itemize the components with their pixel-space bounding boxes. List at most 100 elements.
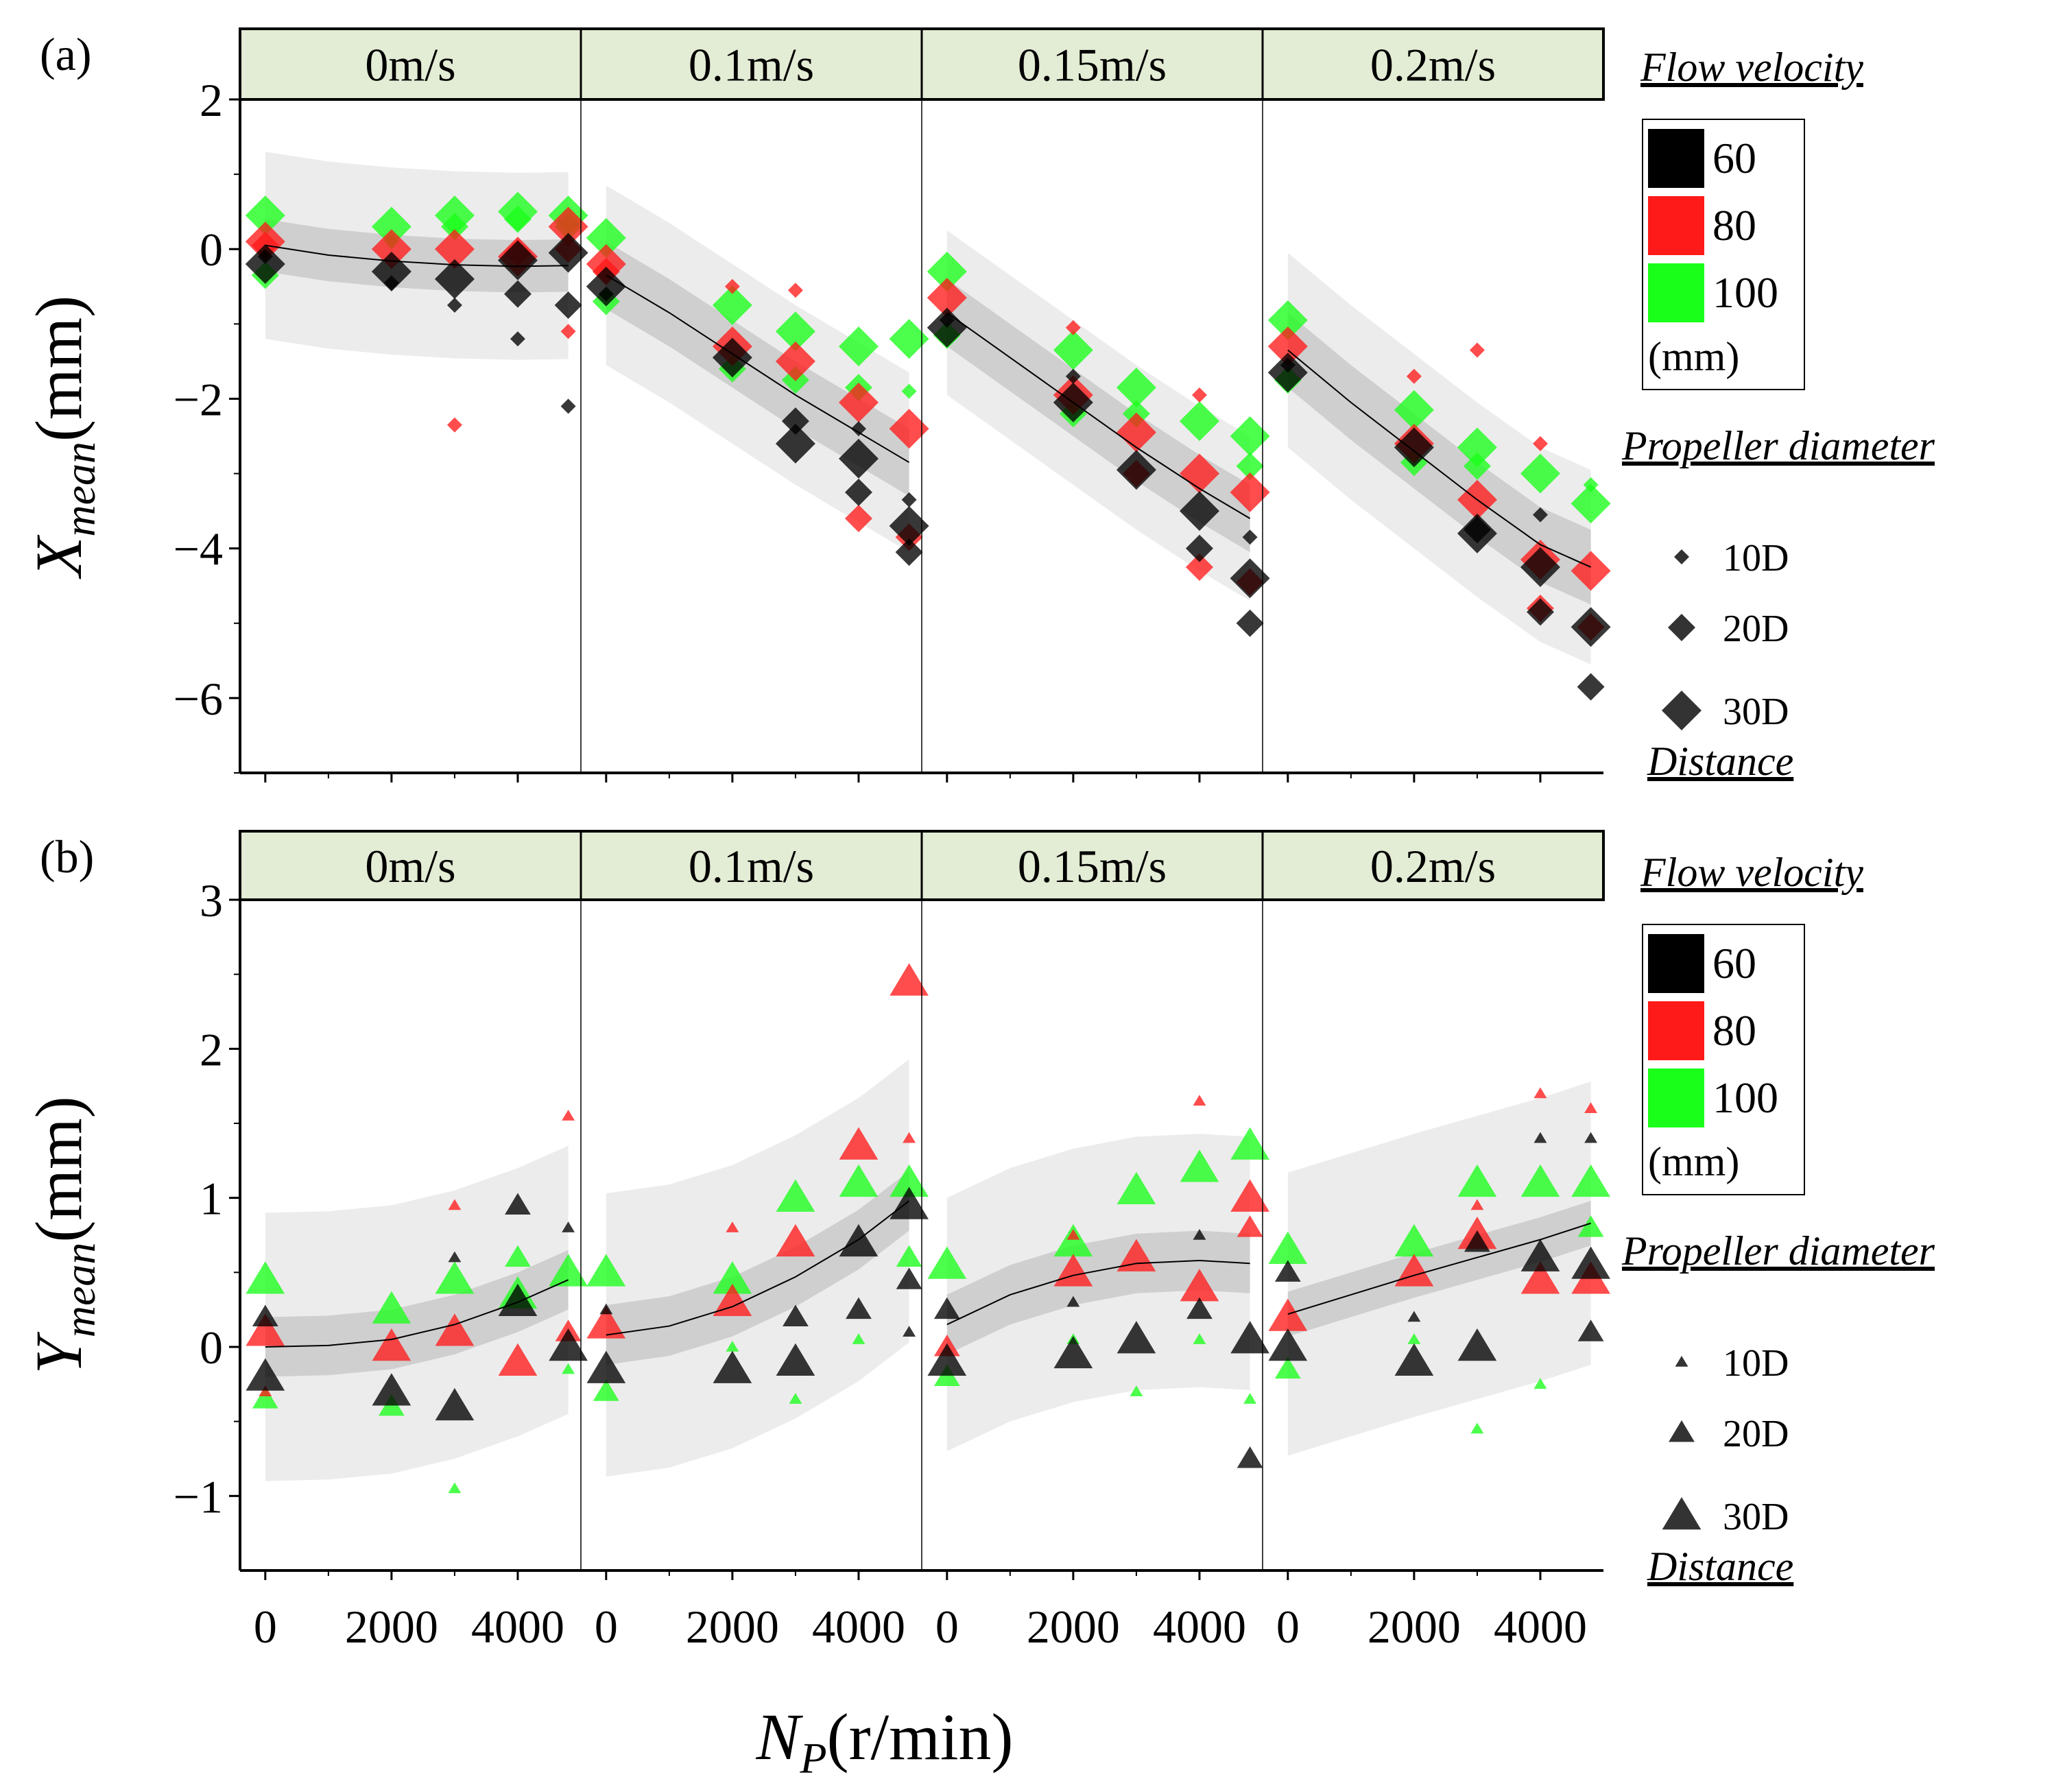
data-point-100 [435, 1261, 475, 1294]
facet-3: 0.2m/s 0 2000 4000 [1263, 831, 1610, 1653]
data-point-80 [1116, 412, 1156, 453]
data-point-100 [371, 206, 411, 247]
legend-distance-label: 30D [1723, 1496, 1789, 1538]
legend-distance-marker [1662, 691, 1702, 730]
fit-line [606, 1200, 910, 1336]
x-tick-label: 4000 [1153, 1601, 1246, 1653]
y-axis-title-sub: mean [56, 1243, 104, 1338]
data-point-60 [562, 1221, 575, 1232]
fit-line [265, 244, 569, 267]
data-point-80 [1191, 387, 1207, 403]
data-point-100 [1116, 368, 1156, 408]
data-point-60 [1394, 1343, 1434, 1376]
data-point-100 [549, 1254, 588, 1287]
legend: Flow velocity 60 80 100 (mm) Propeller diamet… [1621, 45, 1935, 784]
data-point-80 [372, 1328, 411, 1361]
data-point-100 [927, 251, 967, 291]
facet-strip-label: 0m/s [365, 840, 455, 892]
data-point-100 [448, 1482, 462, 1494]
legend-distance-label: 20D [1723, 608, 1789, 650]
data-point-60 [1236, 609, 1264, 637]
y-axis-title-main: X [22, 534, 95, 580]
x-axis-title-sub: P [800, 1734, 827, 1782]
x-tick-label: 4000 [471, 1601, 564, 1653]
y-tick-label: 2 [200, 1023, 223, 1075]
legend-distance-marker [1674, 549, 1689, 564]
data-point-100 [775, 311, 815, 352]
legend-distance-title: Distance [1647, 739, 1793, 784]
facet-0: 0m/s 0 2000 4000 [240, 831, 588, 1653]
data-point-60 [1526, 598, 1554, 626]
data-point-60 [1407, 1311, 1421, 1322]
legend-distance-label: 10D [1723, 1342, 1789, 1385]
legend: Flow velocity 60 80 100 (mm) Propeller diamet… [1621, 850, 1935, 1589]
confidence-band [946, 278, 1250, 553]
data-point-100 [1533, 1378, 1547, 1389]
data-point-100 [1571, 483, 1611, 524]
fit-line [946, 312, 1251, 519]
legend-diameter-label: 100 [1712, 1073, 1778, 1122]
panel-label: (a) [40, 28, 91, 80]
data-point-60 [246, 1358, 285, 1391]
data-point-80 [1066, 1229, 1080, 1240]
data-point-100 [776, 1179, 815, 1212]
x-tick-label: 4000 [1494, 1601, 1587, 1653]
facet-strip [922, 29, 1263, 99]
legend-distance-marker [1662, 1497, 1702, 1530]
data-point-60 [586, 266, 626, 307]
data-point-80 [903, 1132, 916, 1143]
fit-line [265, 1279, 569, 1348]
data-point-60 [844, 478, 872, 506]
legend-swatch-80 [1648, 196, 1704, 255]
data-point-60 [896, 1267, 922, 1289]
data-point-60 [1457, 513, 1497, 553]
data-point-60 [245, 244, 285, 285]
panel-a: (a) 0m/s 0.1m/s 0.15m/s 0.2m/s20−2−4−6Xmean(… [22, 27, 1935, 784]
data-point-80 [1230, 1179, 1269, 1212]
legend-diameter-box [1642, 924, 1805, 1195]
data-point-80 [1520, 1261, 1560, 1294]
data-point-80 [446, 417, 462, 433]
facet-strip [1263, 831, 1603, 900]
data-point-60 [1242, 529, 1258, 545]
data-point-80 [435, 1313, 475, 1346]
data-point-80 [434, 229, 475, 270]
legend-swatch-100 [1648, 263, 1704, 322]
x-tick-label: 2000 [1368, 1601, 1461, 1653]
y-axis-title: Ymean(mm) [22, 1096, 104, 1374]
x-tick-label: 2000 [686, 1601, 779, 1653]
data-point-100 [889, 319, 929, 359]
data-point-100 [1470, 1422, 1484, 1434]
facet-2: 0.15m/s 0 2000 4000 [922, 831, 1269, 1653]
data-point-100 [1236, 452, 1264, 480]
data-point-80 [1267, 326, 1308, 367]
data-point-100 [1053, 1223, 1093, 1257]
data-point-60 [781, 407, 809, 435]
data-point-60 [712, 337, 752, 378]
legend-diameter-label: 80 [1712, 201, 1756, 250]
confidence-band [265, 1250, 569, 1377]
y-tick-label: −6 [174, 673, 223, 725]
data-point-100 [246, 1261, 285, 1294]
data-point-60 [560, 398, 576, 414]
x-tick-label: 4000 [812, 1601, 905, 1653]
data-point-100 [712, 285, 752, 326]
data-point-80 [1584, 1102, 1598, 1114]
data-point-100 [890, 1164, 929, 1197]
data-point-100 [852, 1333, 866, 1344]
data-point-60 [1520, 1239, 1560, 1271]
x-tick-label: 0 [254, 1601, 277, 1653]
data-point-60 [548, 232, 588, 273]
legend-flow-velocity-title: Flow velocity [1640, 45, 1863, 90]
data-point-80 [1470, 1199, 1484, 1210]
legend-swatch-100 [1648, 1068, 1704, 1127]
facet-strip [922, 831, 1263, 900]
data-point-100 [1571, 1164, 1610, 1197]
data-point-80 [1533, 1087, 1547, 1099]
legend-distance-title: Distance [1647, 1544, 1793, 1589]
data-point-60 [846, 1297, 872, 1319]
legend-distance-marker [1675, 1356, 1688, 1367]
x-tick-label: 2000 [1027, 1601, 1120, 1653]
y-tick-label: −4 [174, 523, 223, 575]
data-point-80 [726, 1221, 739, 1232]
